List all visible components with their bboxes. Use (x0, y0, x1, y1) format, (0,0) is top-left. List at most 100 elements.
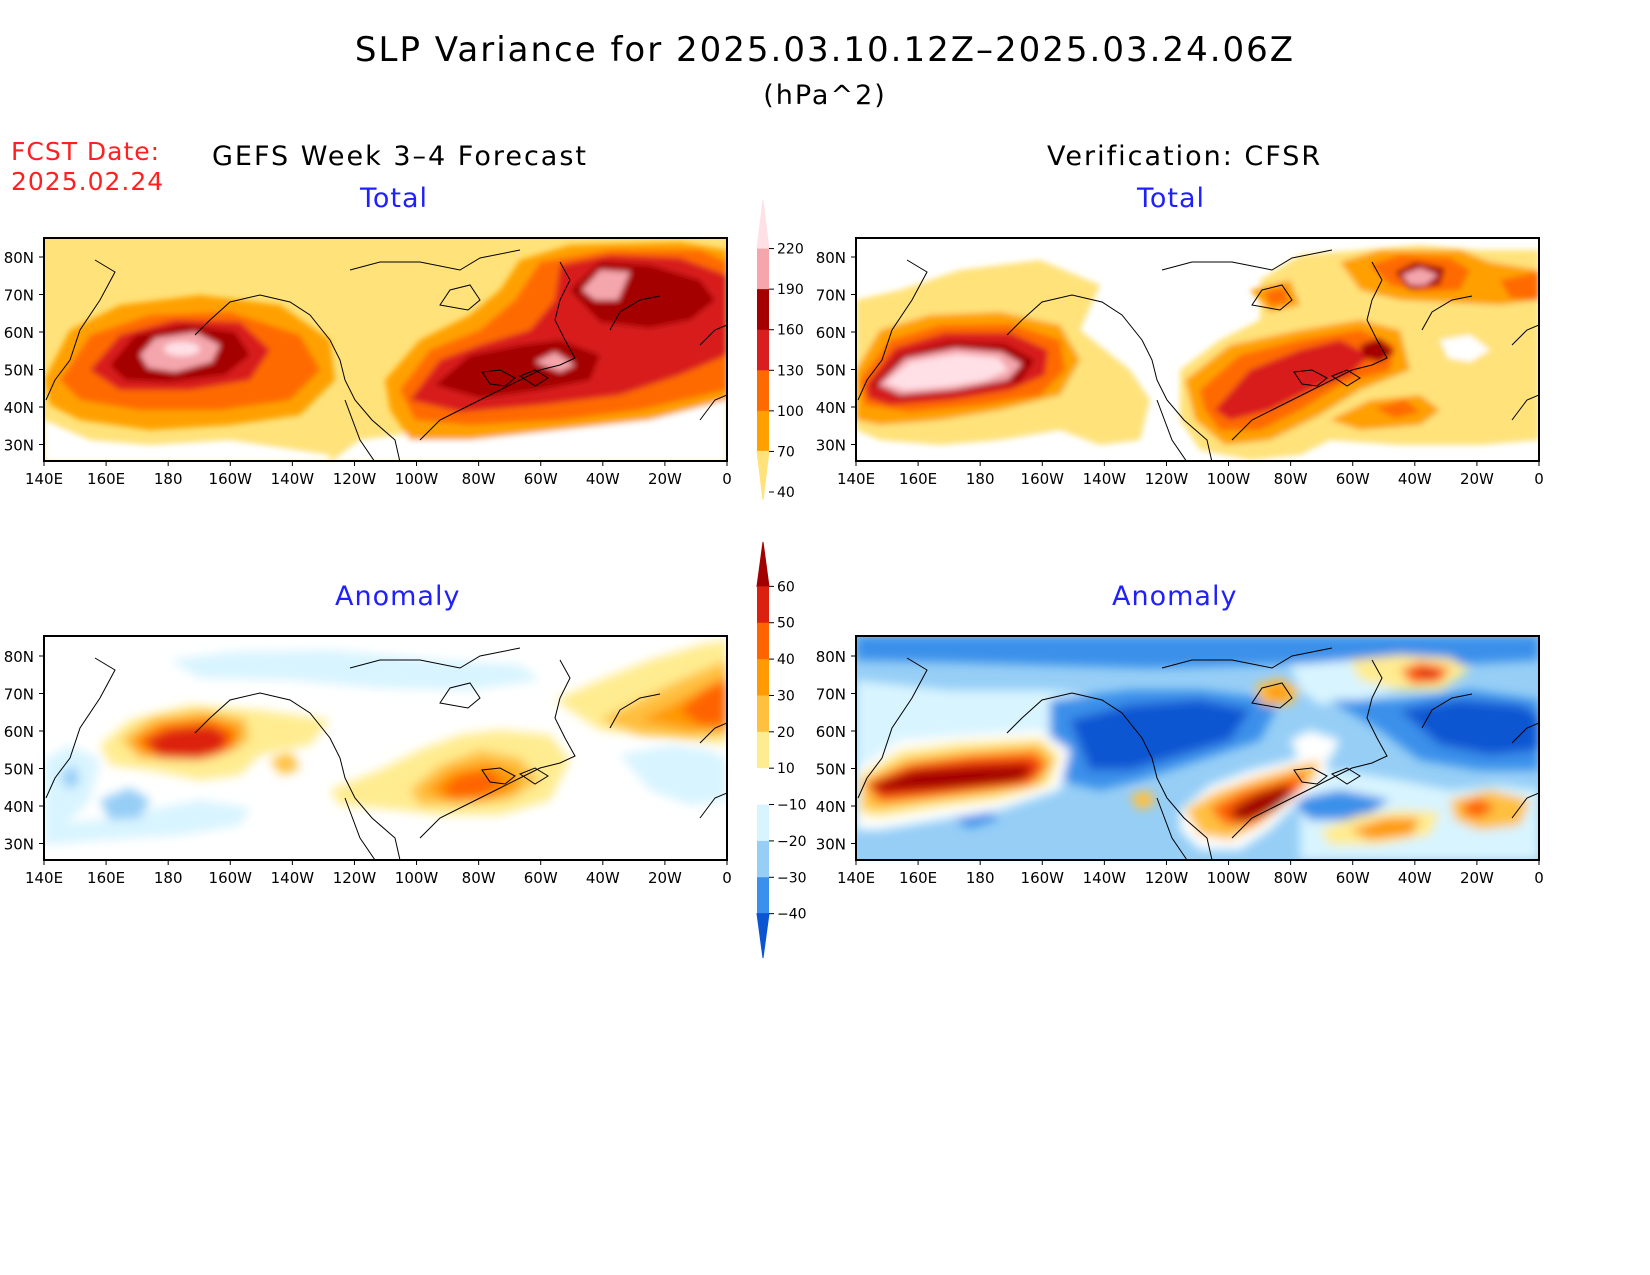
forecast-total-lat-label: 50N (4, 362, 34, 380)
forecast-total-lon-label: 0 (722, 470, 732, 488)
verification-anomaly-lat-label: 50N (816, 761, 846, 779)
anomaly-colorbar-swatch (757, 804, 769, 842)
verification-total-lon-label: 80W (1274, 470, 1308, 488)
verification-total-lon-label: 0 (1534, 470, 1544, 488)
verification-anomaly-lat-label: 40N (816, 798, 846, 816)
anomaly-colorbar-label: −40 (777, 907, 807, 923)
verification-total-lon-label: 140W (1083, 470, 1127, 488)
total-colorbar-swatch (757, 289, 769, 331)
forecast-anomaly-map (44, 636, 727, 860)
total-colorbar-label: 100 (777, 404, 804, 420)
verification-anomaly-lon-label: 180 (966, 869, 995, 887)
forecast-anomaly-lon-label: 60W (524, 869, 558, 887)
verification-anomaly-lon-label: 100W (1207, 869, 1251, 887)
coastlines (45, 249, 1539, 860)
colorbars: 220 190 160 130 100 70 40 60 50 40 30 20 10 −10 −20 −30… (756, 199, 807, 959)
forecast-total-lon-label: 20W (648, 470, 682, 488)
forecast-anomaly-lat-label: 80N (4, 648, 34, 666)
total-colorbar-swatch (757, 370, 769, 412)
total-colorbar-label: 70 (777, 444, 795, 460)
verification-anomaly-frame (855, 635, 1540, 861)
anomaly-colorbar-label: 30 (777, 688, 795, 704)
verification-total-map (856, 238, 1539, 461)
total-colorbar-label: 220 (777, 242, 804, 258)
forecast-total-coastline-north-america (45, 249, 727, 461)
verification-total-lon-label: 180 (966, 470, 995, 488)
verification-total-lon-label: 60W (1336, 470, 1370, 488)
forecast-anomaly-lon-label: 0 (722, 869, 732, 887)
forecast-date-caption: FCST Date: (11, 137, 161, 166)
forecast-column-title: GEFS Week 3–4 Forecast (212, 141, 589, 172)
anomaly-colorbar-label: 60 (777, 579, 795, 595)
verification-total-lat-label: 80N (816, 249, 846, 267)
total-colorbar-swatch (756, 199, 770, 250)
total-colorbar-swatch (757, 329, 769, 371)
anomaly-colorbar-swatch (757, 586, 769, 624)
forecast-anomaly-frame (43, 635, 728, 861)
verification-total-lat-label: 30N (816, 437, 846, 455)
verification-anomaly-lat-label: 30N (816, 836, 846, 854)
verification-anomaly-lon-label: 60W (1336, 869, 1370, 887)
main-title: SLP Variance for 2025.03.10.12Z–2025.03.… (354, 30, 1296, 70)
verification-total-lon-label: 40W (1398, 470, 1432, 488)
map-axes: 140E 160E 180 160W 140W 120W 100W 80W 60W 40W 20W 0… (4, 249, 1544, 887)
forecast-date-value: 2025.02.24 (11, 167, 165, 196)
verification-total-subtitle: Total (1137, 183, 1206, 214)
verification-anomaly-lon-label: 160W (1021, 869, 1065, 887)
verification-anomaly-coastline-north-america (857, 647, 1539, 860)
forecast-date-label: FCST Date: 2025.02.24 (11, 137, 164, 197)
verification-anomaly-lat-label: 60N (816, 723, 846, 741)
forecast-total-frame (43, 237, 728, 462)
anomaly-colorbar-swatch (757, 768, 769, 806)
total-colorbar-label: 40 (777, 485, 795, 501)
forecast-total-lon-label: 160W (209, 470, 253, 488)
forecast-total-lat-label: 70N (4, 287, 34, 305)
anomaly-colorbar-label: 10 (777, 761, 795, 777)
verification-total-coastline-north-america (857, 249, 1539, 461)
verification-anomaly-lat-label: 80N (816, 648, 846, 666)
forecast-anomaly-lon-label: 180 (154, 869, 183, 887)
forecast-anomaly-lat-label: 50N (4, 761, 34, 779)
verification-anomaly-subtitle: Anomaly (1112, 581, 1238, 612)
forecast-anomaly-lon-label: 140E (25, 869, 63, 887)
forecast-anomaly-lon-label: 160W (209, 869, 253, 887)
verification-total-lat-label: 60N (816, 324, 846, 342)
verification-anomaly-lon-label: 140E (837, 869, 875, 887)
forecast-total-lon-label: 120W (333, 470, 377, 488)
forecast-total-subtitle: Total (360, 183, 429, 214)
forecast-total-lon-label: 160E (87, 470, 125, 488)
verification-total-lon-label: 100W (1207, 470, 1251, 488)
forecast-anomaly-lat-label: 70N (4, 686, 34, 704)
verification-anomaly-map (856, 636, 1539, 860)
anomaly-colorbar-label: 50 (777, 616, 795, 632)
anomaly-colorbar-label: −20 (777, 834, 807, 850)
verification-total-lat-label: 70N (816, 287, 846, 305)
verification-column-title: Verification: CFSR (1047, 141, 1323, 172)
forecast-total-lon-label: 140W (271, 470, 315, 488)
total-colorbar-swatch (757, 248, 769, 290)
forecast-anomaly-lon-label: 20W (648, 869, 682, 887)
anomaly-colorbar-swatch (756, 541, 770, 587)
anomaly-colorbar-swatch (756, 913, 770, 959)
verification-total-lon-label: 20W (1460, 470, 1494, 488)
forecast-anomaly-lon-label: 40W (586, 869, 620, 887)
forecast-total-lon-label: 80W (462, 470, 496, 488)
forecast-total-map (44, 238, 727, 461)
verification-total-lon-label: 160E (899, 470, 937, 488)
forecast-total-lat-label: 80N (4, 249, 34, 267)
forecast-anomaly-lon-label: 100W (395, 869, 439, 887)
forecast-anomaly-lat-label: 40N (4, 798, 34, 816)
forecast-anomaly-lon-label: 120W (333, 869, 377, 887)
anomaly-colorbar-label: −10 (777, 798, 807, 814)
anomaly-colorbar-label: 20 (777, 725, 795, 741)
forecast-anomaly-lat-label: 30N (4, 836, 34, 854)
anomaly-colorbar-swatch (757, 877, 769, 915)
anomaly-colorbar-swatch (757, 731, 769, 769)
forecast-total-lat-label: 40N (4, 399, 34, 417)
verification-anomaly-lon-label: 120W (1145, 869, 1189, 887)
forecast-total-lon-label: 180 (154, 470, 183, 488)
verification-anomaly-lon-label: 40W (1398, 869, 1432, 887)
forecast-total-lon-label: 100W (395, 470, 439, 488)
forecast-total-lon-label: 40W (586, 470, 620, 488)
forecast-anomaly-coastline-north-america (45, 647, 727, 860)
